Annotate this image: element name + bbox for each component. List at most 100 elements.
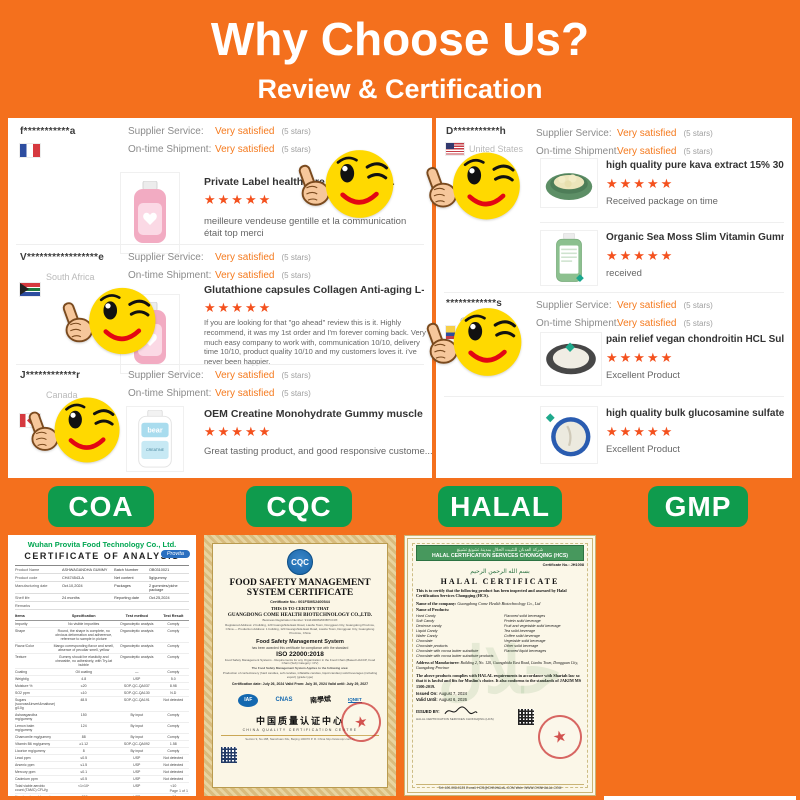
- rating-value: Very satisfied: [215, 388, 275, 399]
- products-col1: Hard Candy Soft Candy Dextrose candy Liquid…: [416, 614, 496, 659]
- star-rating: ★★★★★: [204, 192, 273, 207]
- product-item: Chocolate: [416, 638, 433, 643]
- valid-date: August 6, 2026: [438, 697, 467, 703]
- stars-count: (5 stars): [281, 271, 311, 280]
- gmp-badge: GMP: [648, 486, 748, 527]
- halal-banner: شركة العدنان للتثبيت الحلال بمدينة تشونغ…: [416, 545, 584, 561]
- halal-title: HALAL CERTIFICATE: [440, 577, 560, 586]
- halal-address-line: Address of Manufacturer: Building 2, No.…: [416, 661, 584, 671]
- products-label: Name of Products:: [416, 607, 450, 613]
- star-rating: ★★★★★: [606, 424, 675, 439]
- supplier-service-row: Supplier Service: Very satisfied (5 star…: [536, 128, 713, 139]
- on-time-shipment-label: On-time Shipment:: [128, 270, 212, 281]
- cqc-title-line2: SYSTEM CERTIFICATE: [246, 588, 354, 598]
- cqc-org-chinese: 中国质量认证中心: [255, 716, 344, 727]
- stars-count: (5 stars): [281, 371, 311, 380]
- col-items: Items: [15, 614, 25, 618]
- product-item: Other solid beverage: [504, 643, 539, 648]
- coa-certificate: Wuhan Provita Food Technology Co., Ltd. …: [8, 535, 196, 796]
- product-image-chondroitin-plate[interactable]: [540, 332, 602, 386]
- colombia-flag-icon: [446, 326, 455, 339]
- page-title: Why Choose Us?: [210, 13, 590, 65]
- reviewer-name: J************r: [20, 370, 81, 381]
- on-time-shipment-label: On-time Shipment:: [536, 146, 620, 157]
- coa-test-row: Weight/g 4.8 USP 5.0: [15, 676, 189, 684]
- cqc-registration-number: Business Registration Number: 91441900MA…: [262, 618, 338, 622]
- product-item: Liquid Candy: [416, 628, 438, 633]
- supplier-service-row: Supplier Service: Very satisfied (5 star…: [128, 126, 311, 137]
- product-title[interactable]: high quality pure kava extract 15% 30% 7…: [606, 160, 784, 171]
- halal-compliance-text: The above products complies with HALAL r…: [416, 672, 582, 689]
- cqc-scope: Production of confectionery (hard candie…: [222, 671, 378, 680]
- rating-value: Very satisfied: [215, 144, 275, 155]
- coa-table-header: Items Specification Test method Test Res…: [15, 612, 189, 621]
- coa-badge: COA: [48, 486, 154, 527]
- on-time-shipment-label: On-time Shipment:: [536, 318, 620, 329]
- cqc-standard: ISO 22000:2018: [276, 650, 324, 658]
- iaf-logo: IAF: [238, 693, 259, 707]
- wink-emoji-thumbs-up-sticker: [425, 148, 525, 224]
- product-item: Wafer Candy: [416, 633, 438, 638]
- product-item: Tea solid beverage: [504, 628, 536, 633]
- supplier-service-label: Supplier Service:: [128, 252, 204, 263]
- company-label: Name of the company:: [416, 600, 457, 606]
- product-image-sea-moss-bottle[interactable]: [540, 230, 598, 286]
- product-title[interactable]: high quality bulk glucosamine sulfate po…: [606, 408, 784, 419]
- company-name: Guangdong Come Health Biotechnology Co.,…: [457, 600, 541, 606]
- star-rating: ★★★★★: [606, 176, 675, 191]
- south-africa-flag-icon: [20, 283, 40, 296]
- product-title[interactable]: Organic Sea Moss Slim Vitamin Gummies He…: [606, 232, 784, 243]
- divider: [444, 292, 784, 293]
- coa-test-row: Lead ppm ≤0.5 USP Not detected: [15, 755, 189, 763]
- supplier-service-label: Supplier Service:: [536, 128, 612, 139]
- wink-emoji-thumbs-up-sticker: [426, 302, 526, 382]
- coa-test-row: Lemon balm mg/gummy 124 By input Comply: [15, 723, 189, 735]
- coa-test-row: Yeast and mould count CFU/g<300USP<10: [15, 794, 189, 796]
- halal-company-line: Name of the company: Guangdong Come Heal…: [416, 601, 584, 606]
- review-text: Excellent Product: [606, 444, 680, 455]
- halal-certificate: حلال شركة العدنان للتثبيت الحلال بمدينة …: [404, 535, 596, 796]
- france-flag-icon: [20, 144, 40, 157]
- coa-test-row: Vitamin B6 mg/gummy ≥1.12 SOP-QC-QA092 1.58: [15, 741, 189, 749]
- rating-value: Very satisfied: [617, 128, 677, 139]
- product-image-glucosamine-plate[interactable]: [540, 406, 598, 464]
- product-item: Flavored solid beverages: [504, 613, 546, 618]
- product-item: Chocolate with cocoa butter substitute: [416, 648, 479, 653]
- cqc-logo: CQC: [287, 549, 313, 575]
- col-test-method: Test method: [125, 614, 148, 618]
- bismillah-calligraphy: بسم الله الرحمن الرحيم: [470, 569, 530, 575]
- halal-banner-english: HALAL CERTIFICATION SERVICES CHONGQING (…: [431, 553, 569, 559]
- reviewer-name: f***********a: [20, 126, 76, 137]
- valid-until-line: Valid Until: August 6, 2026: [416, 697, 584, 702]
- product-image-creatine-bottle[interactable]: [126, 406, 184, 472]
- star-rating: ★★★★★: [204, 300, 273, 315]
- cqc-signature: 南學斌: [309, 695, 332, 705]
- product-title[interactable]: Glutathione capsules Collagen Anti-aging…: [204, 284, 424, 296]
- product-item: Dextrose candy: [416, 623, 442, 628]
- product-title[interactable]: pain relief vegan chondroitin HCL Sulfat…: [606, 334, 784, 345]
- coa-title: CERTIFICATE OF ANALYSIS: [24, 551, 180, 561]
- coa-test-row: Moisture % ≤20 SOP-QC-QA037 8.98: [15, 683, 189, 691]
- divider: [540, 222, 784, 223]
- cqc-system-name: Food Safety Management System: [256, 638, 344, 645]
- cqc-dates: Certification date: July 26, 2024 Valid …: [231, 682, 369, 687]
- coa-test-row: Total viable aerobic count (TAMC) CFU/g <…: [15, 783, 189, 795]
- cqc-standard-desc: Food Safety Management Systems - Require…: [224, 657, 376, 666]
- supplier-service-row: Supplier Service: Very satisfied (5 star…: [536, 300, 713, 311]
- supplier-service-row: Supplier Service: Very satisfied (5 star…: [128, 370, 311, 381]
- rating-value: Very satisfied: [617, 146, 677, 157]
- divider: [16, 244, 424, 245]
- supplier-service-row: Supplier Service: Very satisfied (5 star…: [128, 252, 311, 263]
- col-test-result: Test Result: [163, 614, 184, 618]
- wink-emoji-thumbs-up-sticker: [62, 283, 160, 359]
- product-image-pink-gummies[interactable]: [120, 172, 180, 254]
- stars-count: (5 stars): [281, 389, 311, 398]
- product-image-kava-powder[interactable]: [540, 158, 598, 208]
- reviewer-name: V*****************e: [20, 252, 105, 263]
- star-rating: ★★★★★: [606, 350, 675, 365]
- halal-badge: HALAL: [438, 486, 562, 527]
- on-time-shipment-row: On-time Shipment: Very satisfied (5 star…: [536, 146, 713, 157]
- coa-test-table: Impurity No visible impurities Organolepti…: [15, 621, 189, 796]
- product-title[interactable]: OEM Creatine Monohydrate Gummy muscle gr…: [204, 408, 424, 420]
